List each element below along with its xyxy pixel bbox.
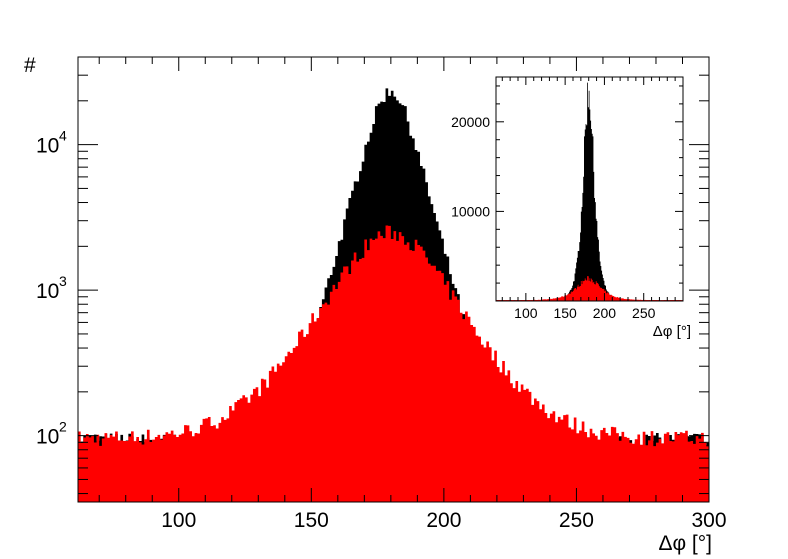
inset-series-red-histogram [496,276,683,301]
main-axes [78,56,710,502]
y-tick-label: 10 [36,135,59,158]
main-x-tick-labels: 100 150 200 250 300 [161,509,726,532]
y-tick-exponent: 3 [59,273,67,289]
main-plot-frame [77,56,710,503]
x-tick-label: 250 [559,509,594,532]
inset-x-tick-labels: 100 150 200 250 [514,305,655,321]
x-tick-label: 150 [294,509,329,532]
x-axis-label: Δφ [°] [658,532,712,555]
series-red-histogram [78,225,709,502]
inset-y-tick-labels: 10000 20000 [451,114,490,220]
inset-y-tick-label: 20000 [451,114,490,130]
x-tick-label: 300 [691,509,726,532]
x-tick-label: 200 [426,509,461,532]
y-tick-label: 10 [36,280,59,303]
inset-histogram: 100 150 200 250 10000 20000 Δφ [°] [451,76,691,340]
inset-y-tick-label: 10000 [451,203,490,219]
inset-axes [496,77,684,302]
inset-plot-frame [495,76,684,302]
inset-x-tick-label: 200 [593,305,617,321]
inset-x-tick-label: 150 [553,305,577,321]
inset-x-axis-label: Δφ [°] [653,323,691,340]
y-tick-exponent: 4 [59,128,67,144]
y-tick-label: 10 [36,426,59,449]
inset-x-tick-label: 250 [632,305,656,321]
inset-series-black-histogram [496,82,683,302]
y-tick-exponent: 2 [59,419,67,435]
x-tick-label: 100 [161,509,196,532]
y-axis-label: # [24,54,36,77]
inset-x-tick-label: 100 [514,305,538,321]
